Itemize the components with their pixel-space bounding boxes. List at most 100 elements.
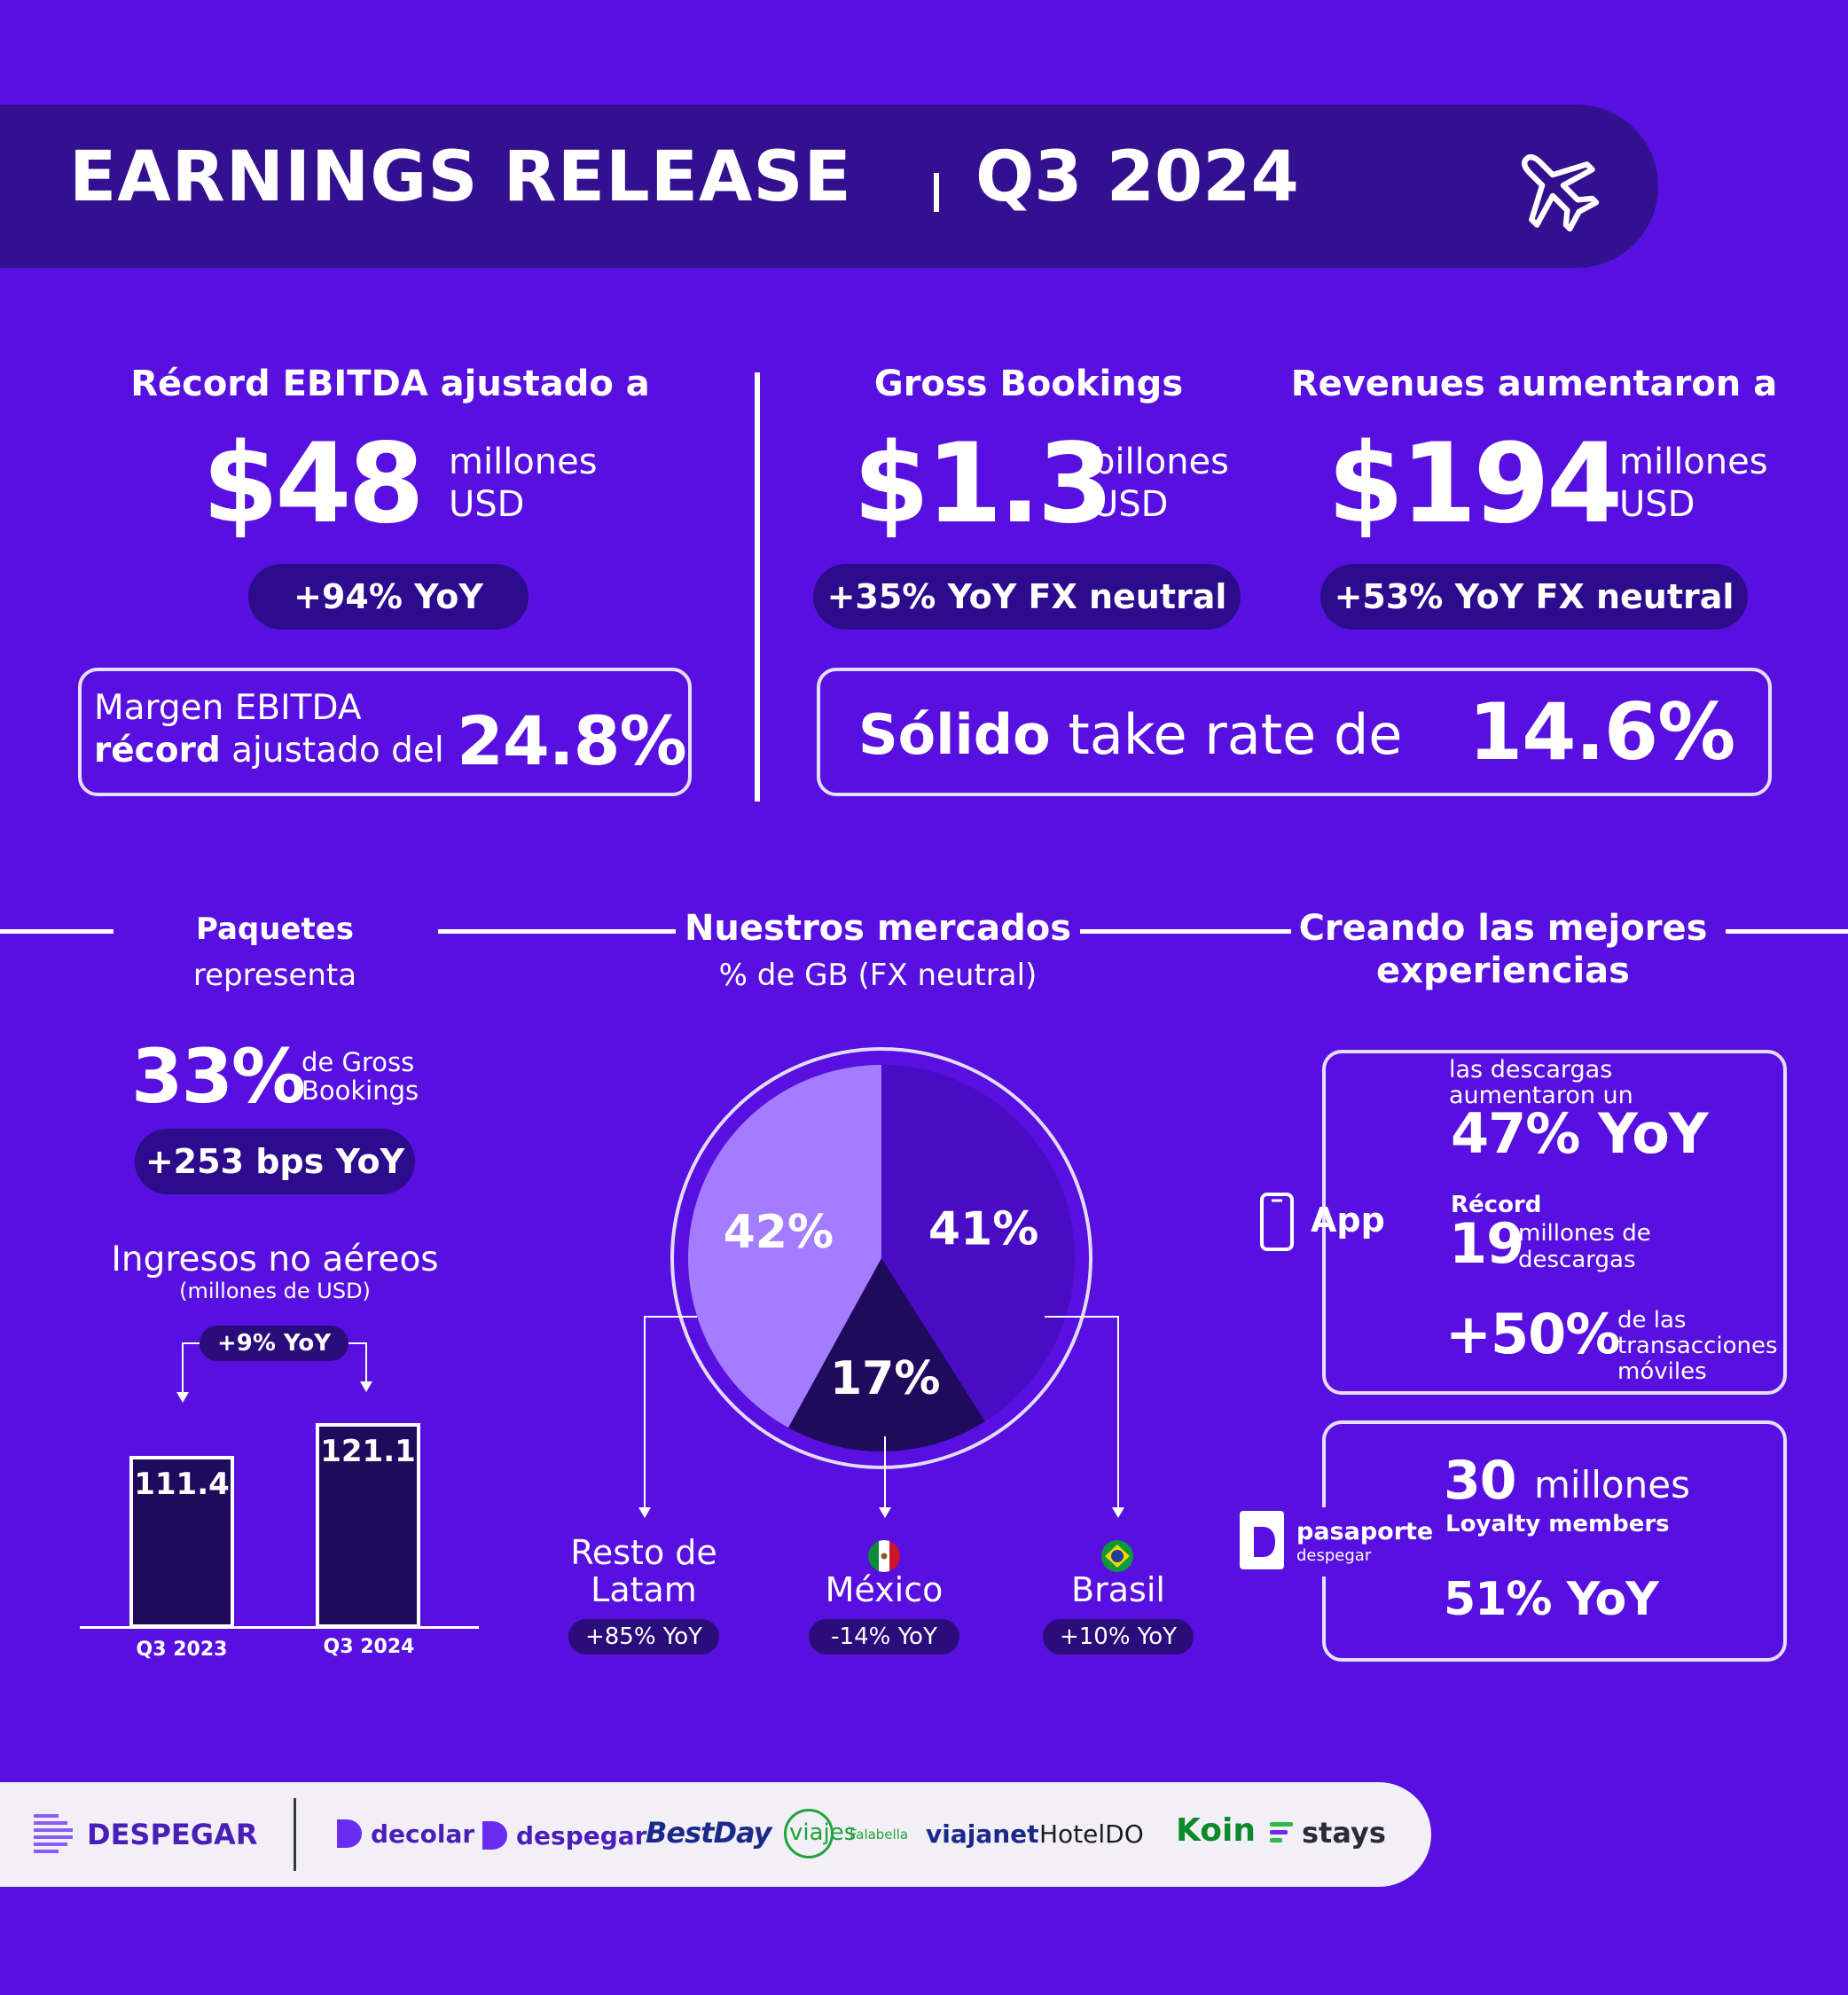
paquetes-heading: Paquetes — [195, 911, 355, 947]
region-mexico-name: México — [825, 1570, 944, 1609]
pie-slice-m-xico — [787, 1258, 985, 1451]
pasaporte-logo-icon — [1240, 1511, 1284, 1569]
section-rule — [1726, 929, 1848, 934]
mexico-flag-icon — [868, 1540, 900, 1572]
revenues-unit-line1: millones — [1619, 442, 1768, 482]
arrow-down-icon — [176, 1392, 189, 1403]
paquetes-unit-line2: Bookings — [301, 1076, 419, 1106]
brand-falabella: Falabella — [850, 1827, 909, 1842]
ebitda-margin-rest: ajustado del — [220, 731, 444, 771]
section-rule — [0, 929, 114, 934]
bar-q3-2024: 121.1 — [316, 1423, 420, 1628]
arrow-down-icon — [1112, 1507, 1124, 1518]
mobile-line2: transacciones — [1617, 1333, 1778, 1359]
smartphone-icon — [1260, 1193, 1294, 1251]
bar-value-label: 111.4 — [134, 1466, 230, 1502]
loyalty-label: Loyalty members — [1445, 1511, 1670, 1537]
ebitda-heading: Récord EBITDA ajustado a — [130, 364, 650, 404]
loyalty-brand: pasaporte — [1296, 1518, 1434, 1545]
take-rate-rest: take rate de — [1050, 702, 1403, 767]
region-mexico-badge: -14% YoY — [809, 1619, 959, 1655]
loyalty-unit: millones — [1534, 1463, 1690, 1506]
connector-line — [1045, 1316, 1119, 1511]
section-rule — [1080, 929, 1291, 934]
connector-line — [644, 1316, 697, 1511]
brand-hoteldo: HotelDO — [1039, 1819, 1144, 1849]
downloads-text-line2: aumentaron un — [1449, 1082, 1633, 1109]
loyalty-brand-sub: despegar — [1296, 1546, 1372, 1565]
ebitda-unit-line1: millones — [449, 442, 598, 482]
pie-label: 42% — [724, 1206, 834, 1259]
bar-q3-2023: 111.4 — [129, 1455, 234, 1628]
record-value: 19 — [1449, 1211, 1524, 1276]
header-divider — [934, 173, 939, 212]
quarter-label: Q3 2024 — [975, 137, 1299, 217]
arrow-down-icon — [360, 1381, 372, 1392]
take-rate-value: 14.6% — [1468, 686, 1735, 778]
region-resto-latam-badge: +85% YoY — [568, 1619, 719, 1655]
app-label: App — [1311, 1201, 1385, 1240]
ebitda-margin-value: 24.8% — [457, 701, 687, 780]
loyalty-change: 51% YoY — [1444, 1573, 1659, 1626]
paquetes-subheading: representa — [192, 958, 357, 993]
mobile-transactions-value: +50% — [1445, 1302, 1620, 1366]
pie-label: 41% — [928, 1203, 1038, 1256]
brand-koin: Koin — [1176, 1812, 1256, 1849]
pie-outline — [670, 1047, 1092, 1469]
region-resto-latam-line2: Latam — [591, 1570, 697, 1609]
ingresos-bar-chart: 111.4 121.1 — [80, 1330, 479, 1628]
brand-viajes: viajes — [789, 1819, 857, 1846]
ebitda-margin-box — [78, 668, 692, 796]
app-stats-box — [1322, 1050, 1787, 1395]
gross-bookings-unit-line2: USD — [1092, 484, 1169, 525]
pie-label: 17% — [830, 1352, 940, 1405]
revenues-heading: Revenues aumentaron a — [1290, 364, 1778, 404]
footer-divider — [294, 1798, 296, 1871]
downloads-text-line1: las descargas — [1449, 1056, 1613, 1084]
record-unit-line2: descargas — [1518, 1247, 1636, 1273]
paquetes-yoy-badge: +253 bps YoY — [135, 1129, 415, 1194]
paquetes-value: 33% — [131, 1033, 306, 1120]
brazil-flag-icon — [1101, 1540, 1133, 1572]
revenues-value: $194 — [1327, 420, 1623, 548]
connector-line — [884, 1436, 886, 1507]
arrow-down-icon — [879, 1507, 891, 1518]
tick-q3-2023: Q3 2023 — [136, 1639, 228, 1661]
gross-bookings-yoy-badge: +35% YoY FX neutral — [813, 564, 1241, 630]
experiences-heading-line2: experiencias — [1376, 951, 1630, 991]
markets-pie-chart: 41% 17% 42% — [670, 1047, 1092, 1469]
record-unit-line1: millones de — [1518, 1220, 1651, 1247]
ebitda-margin-line2: récord ajustado del — [94, 731, 444, 771]
pie-slice-resto-de-latam — [688, 1065, 881, 1428]
revenues-yoy-badge: +53% YoY FX neutral — [1320, 564, 1748, 630]
tick-q3-2024: Q3 2024 — [323, 1636, 415, 1658]
mobile-line3: móviles — [1617, 1358, 1707, 1385]
revenues-unit-line2: USD — [1619, 484, 1695, 525]
ingresos-title: Ingresos no aéreos — [111, 1240, 439, 1279]
brand-bestday: BestDay — [646, 1816, 771, 1850]
ingresos-yoy-badge: +9% YoY — [200, 1326, 348, 1361]
despegar-logo-icon — [34, 1814, 73, 1853]
header-bar — [0, 105, 1658, 268]
arrow-down-icon — [638, 1507, 651, 1518]
downloads-value: 47% YoY — [1451, 1101, 1709, 1166]
take-rate-box — [817, 668, 1772, 796]
ebitda-yoy-badge: +94% YoY — [248, 564, 529, 630]
gross-bookings-heading: Gross Bookings — [873, 364, 1184, 404]
brand-stays: stays — [1302, 1816, 1386, 1850]
section-divider — [755, 372, 760, 802]
ebitda-margin-bold: récord — [94, 731, 221, 771]
take-rate-text: Sólido take rate de — [858, 702, 1402, 767]
footer-brand-bar — [0, 1782, 1431, 1887]
ebitda-margin-line1: Margen EBITDA — [94, 688, 362, 728]
ingresos-subtitle: (millones de USD) — [179, 1279, 371, 1303]
ebitda-value: $48 — [202, 420, 425, 548]
markets-subheading: % de GB (FX neutral) — [718, 958, 1038, 993]
brand-decolar: decolar — [371, 1819, 475, 1849]
viajes-logo-ring — [784, 1809, 834, 1858]
bar-chart-baseline — [80, 1626, 479, 1629]
brand-viajanet: viajanet — [926, 1819, 1039, 1849]
experiences-heading-line1: Creando las mejores — [1298, 908, 1708, 949]
region-resto-latam-line1: Resto de — [570, 1533, 717, 1572]
despegar-brand-icon — [482, 1821, 507, 1850]
